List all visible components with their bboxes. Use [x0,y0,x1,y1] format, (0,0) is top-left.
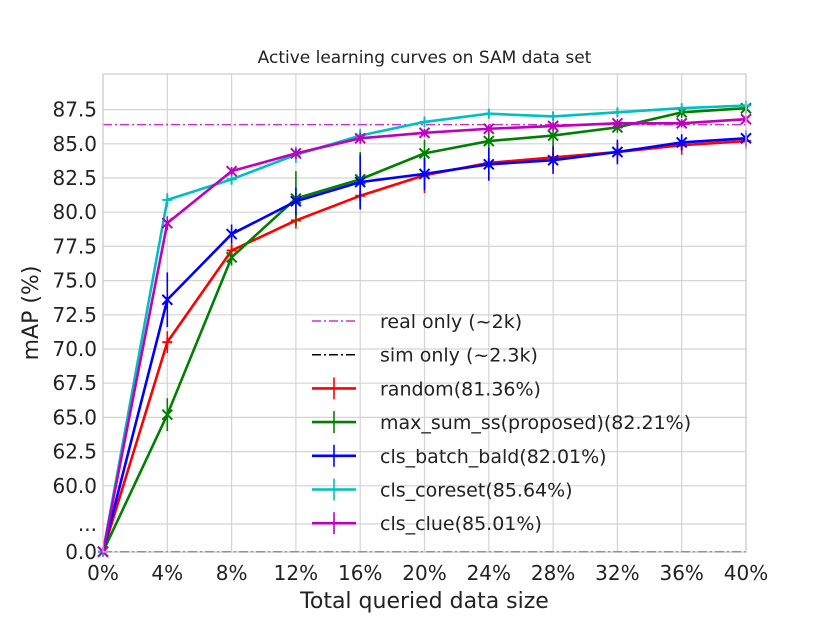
x-marker-b [675,117,688,129]
x-marker-b [611,146,624,158]
x-marker-b [290,195,302,207]
legend-label: real only (~2k) [380,311,522,333]
y-tick-label: 75.0 [52,269,97,293]
legend-entry: real only (~2k) [312,311,522,333]
y-tick-label: 67.5 [52,371,97,395]
y-tick-label: ... [78,512,97,536]
x-tick-label: 20% [402,561,446,585]
y-tick-label: 60.0 [52,474,97,498]
x-marker-b [418,147,431,160]
x-tick-label: 0% [87,561,119,585]
y-tick-label: 62.5 [52,440,97,464]
x-marker-b [161,408,174,421]
legend-label: sim only (~2.3k) [380,345,538,367]
x-tick-label: 4% [151,561,183,585]
legend-entry: random(81.36%) [312,377,541,400]
legend-label: cls_coreset(85.64%) [380,480,573,502]
x-marker-b [161,217,174,229]
x-tick-label: 40% [724,561,768,585]
y-tick-label: 77.5 [52,234,97,258]
x-marker-b [225,251,238,264]
legend-label: random(81.36%) [380,378,541,400]
legend-label: max_sum_ss(proposed)(82.21%) [380,412,691,434]
plot-frame [102,73,747,553]
x-axis-label: Total queried data size [299,589,549,614]
series-2 [97,130,752,558]
y-tick-labels: 0.0... 60.0 62.5 65.0 67.5 70.0 72.5 75.0 77.5 80… [52,98,97,564]
y-axis-label: mAP (%) [19,266,44,361]
legend-entry: cls_clue(85.01%) [312,512,542,535]
x-marker-b [354,176,366,188]
y-tick-label: 82.5 [52,166,97,190]
x-marker-b [547,120,559,132]
legend-label: cls_clue(85.01%) [380,513,542,535]
legend: real only (~2k) sim only (~2.3k) random(81… [312,311,691,535]
y-tick-label: 87.5 [52,98,97,122]
x-marker-b [483,135,495,147]
x-marker-b [483,158,495,171]
y-tick-label: 72.5 [52,303,97,327]
x-tick-label: 12% [274,561,318,585]
x-marker-b [418,168,431,180]
x-marker-b [354,132,366,145]
x-tick-label: 24% [467,561,511,585]
x-marker-b [547,129,559,142]
x-tick-labels: 0% 4% 8% 12% 16% 20% 24% 28% 32% 36% 40% [87,561,768,585]
chart-title: Active learning curves on SAM data set [258,48,592,68]
legend-entry: cls_batch_bald(82.01%) [312,444,607,468]
x-marker-b [483,123,495,135]
x-tick-label: 36% [659,561,703,585]
x-marker-b [290,147,302,160]
legend-entry: sim only (~2.3k) [312,345,538,367]
x-tick-label: 8% [216,561,248,585]
y-tick-label: 85.0 [52,132,97,156]
y-tick-label: 70.0 [52,337,97,361]
x-marker-b [225,165,238,177]
x-marker-b [225,228,238,240]
y-tick-label: 80.0 [52,200,97,224]
x-marker-b [161,294,174,306]
series-group [97,100,752,558]
x-tick-label: 16% [338,561,382,585]
x-tick-label: 32% [595,561,639,585]
y-tick-label: 0.0 [65,540,97,564]
x-marker-b [547,154,559,166]
x-marker-b [418,127,431,139]
x-marker-b [675,136,688,149]
legend-entry: max_sum_ss(proposed)(82.21%) [312,411,691,434]
legend-entry: cls_coreset(85.64%) [312,478,573,502]
x-marker-b [611,117,624,129]
y-tick-label: 65.0 [52,405,97,429]
x-tick-label: 28% [531,561,575,585]
legend-label: cls_batch_bald(82.01%) [380,446,607,468]
